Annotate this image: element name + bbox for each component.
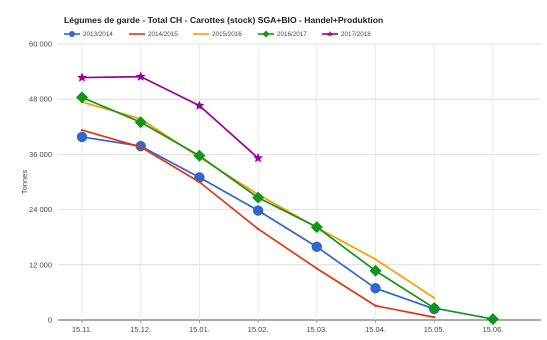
data-point: [198, 180, 201, 184]
data-point: [315, 267, 318, 270]
data-point: [374, 258, 377, 261]
grid: [58, 43, 541, 321]
x-tick-label: 15.12.: [130, 325, 151, 334]
legend: 2013/2014 2014/2015 2015/2016 2016/2017 2017…: [64, 30, 371, 38]
legend-marker: [69, 31, 75, 37]
data-point: [374, 304, 377, 307]
legend-entry: 2015/2016: [193, 31, 242, 38]
data-point: [311, 241, 322, 253]
y-tick-label: 24 000: [29, 205, 52, 214]
data-point: [139, 145, 142, 149]
data-point: [76, 91, 88, 104]
data-point: [76, 131, 88, 143]
legend-label: 2014/2015: [148, 31, 178, 38]
legend-entry: 2014/2015: [129, 31, 178, 38]
legend-entry: 2016/2017: [258, 30, 307, 38]
x-tick-label: 15.06.: [482, 325, 503, 334]
data-point: [253, 152, 264, 163]
data-point: [370, 283, 381, 294]
data-point: [369, 264, 382, 277]
y-tick-label: 12 000: [29, 260, 52, 269]
data-point: [252, 191, 265, 204]
data-point: [486, 313, 499, 326]
y-tick-label: 48 000: [29, 95, 52, 104]
y-tick-label: 0: [48, 316, 52, 325]
legend-entry: 2013/2014: [64, 31, 113, 38]
data-point: [310, 221, 323, 234]
data-point: [256, 227, 260, 231]
y-axis-label: Tonnes: [20, 170, 29, 194]
series-2: [80, 128, 436, 319]
y-tick-label: 36 000: [29, 150, 52, 159]
legend-label: 2016/2017: [277, 31, 307, 38]
chart-title: Légumes de garde - Total CH - Carottes (…: [64, 15, 383, 25]
legend-label: 2013/2014: [83, 31, 113, 38]
x-tick-label: 15.11.: [72, 325, 92, 334]
series-4: [76, 91, 499, 326]
x-tick-label: 15.03.: [306, 325, 327, 334]
axes: 0 12 000 24 000 36 000 48 000 60 000 15.11. 15.…: [29, 40, 503, 335]
data-point: [252, 205, 264, 216]
x-tick-label: 15.04.: [365, 325, 386, 334]
x-tick-label: 15.05.: [424, 325, 445, 334]
y-tick-label: 60 000: [29, 40, 52, 49]
series-5: [77, 71, 264, 163]
legend-marker: [326, 30, 334, 37]
data-point: [433, 296, 436, 300]
x-tick-label: 15.01.: [189, 325, 210, 334]
legend-marker: [262, 30, 270, 38]
data-point: [194, 100, 205, 110]
series-line: [81, 75, 259, 159]
data-point: [77, 72, 87, 82]
data-point: [193, 149, 206, 162]
x-tick-label: 15.02.: [248, 325, 269, 334]
series-group: [76, 71, 499, 326]
data-point: [135, 71, 146, 81]
series-line: [81, 96, 494, 320]
data-point: [134, 116, 147, 129]
data-point: [433, 316, 436, 319]
data-point: [80, 128, 84, 132]
data-point: [428, 302, 441, 315]
legend-entry: 2017/2018: [322, 30, 371, 38]
legend-label: 2015/2016: [212, 31, 242, 38]
legend-label: 2017/2018: [341, 31, 371, 38]
